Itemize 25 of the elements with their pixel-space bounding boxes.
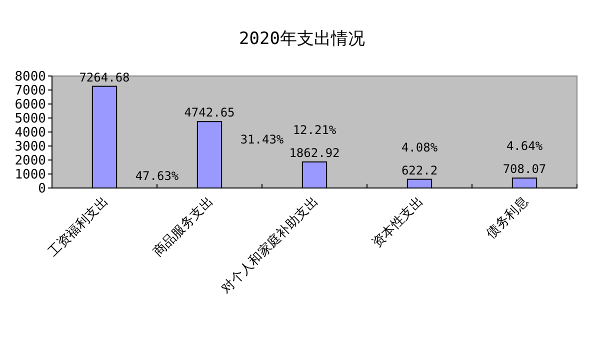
annotation: 4.08% (401, 140, 438, 154)
y-tick-label: 4000 (14, 126, 46, 140)
y-tick-label: 3000 (14, 140, 46, 154)
data-label: 4742.65 (184, 106, 235, 120)
y-tick-label: 8000 (14, 70, 46, 84)
y-tick-label: 1000 (14, 168, 46, 182)
x-tick-label: 工资福利支出 (46, 194, 112, 260)
data-label: 622.2 (401, 163, 438, 178)
x-tick-label: 债务利息 (484, 194, 532, 242)
annotation: 31.43% (240, 132, 284, 147)
x-tick-label: 对个人和家庭补助支出 (218, 194, 322, 297)
annotation: 12.21% (292, 122, 337, 137)
annotation: 4.64% (506, 139, 544, 154)
chart-title: 2020年支出情况 (239, 29, 365, 49)
annotation: 47.63% (135, 169, 180, 183)
y-tick-label: 6000 (14, 98, 46, 112)
y-tick-label: 2000 (14, 154, 46, 168)
x-tick-label: 资本性支出 (370, 194, 426, 251)
y-tick-label: 5000 (14, 112, 46, 126)
data-label: 7264.68 (79, 70, 130, 84)
x-tick-label: 商品服务支出 (150, 194, 216, 260)
y-tick-label: 7000 (14, 84, 46, 98)
data-label: 708.07 (502, 162, 546, 176)
y-tick-label: 0 (38, 182, 46, 196)
data-label: 1862.92 (289, 146, 340, 160)
